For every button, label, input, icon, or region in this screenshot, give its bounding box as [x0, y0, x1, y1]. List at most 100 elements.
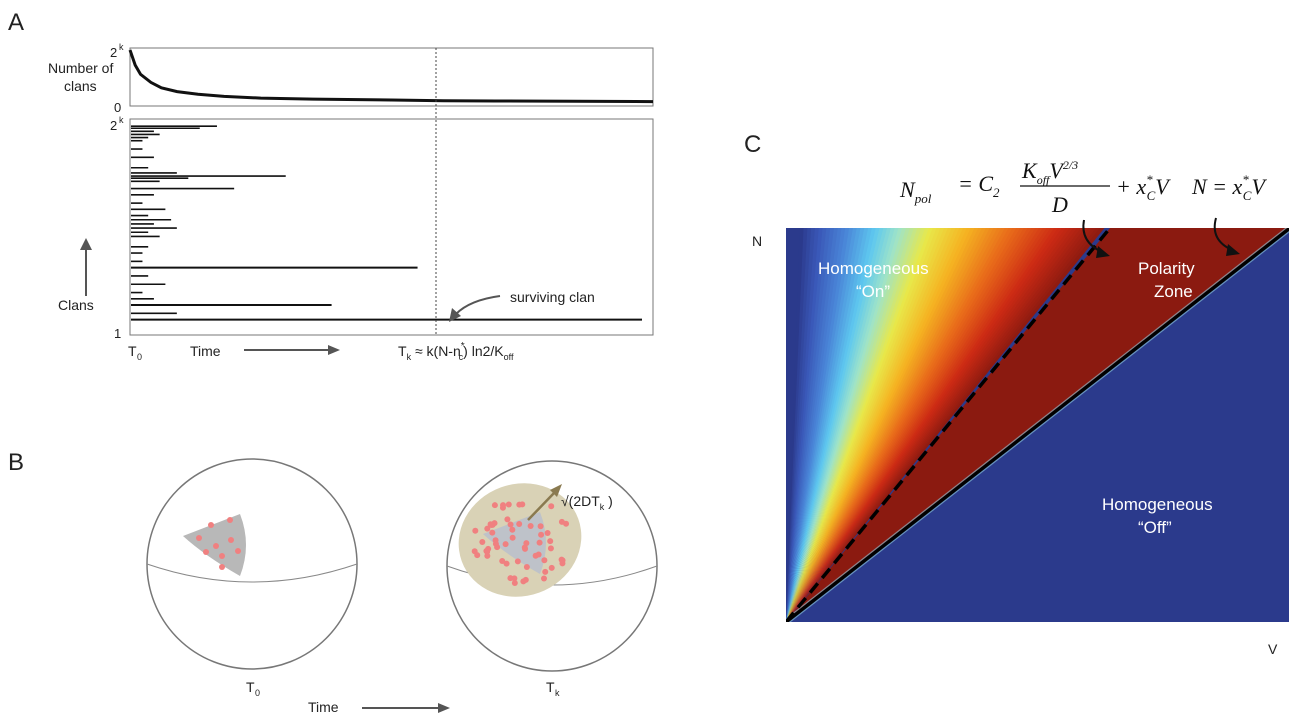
particle-dot: [548, 503, 555, 510]
particle-dot: [208, 522, 214, 528]
t0-label-b: T: [246, 679, 255, 695]
diffusion-label: √(2DTk ): [561, 493, 613, 512]
particle-dot: [523, 540, 530, 547]
particles-tk: [471, 501, 570, 586]
particle-dot: [499, 557, 506, 564]
bottom-plot-frame: [129, 118, 654, 336]
particle-dot: [235, 548, 241, 554]
bottom-ytick-top: 2: [110, 118, 117, 133]
homogeneous-on-line2: “On”: [856, 282, 890, 301]
t0-label: T: [128, 343, 137, 359]
sphere-t0-equator: [146, 563, 358, 583]
particle-dot: [559, 560, 566, 567]
particle-dot: [516, 520, 523, 527]
particle-dot: [542, 568, 549, 575]
time-label-b: Time: [308, 699, 339, 715]
clans-up-arrow-icon: [80, 238, 92, 250]
eq1-lhs: Npol: [899, 177, 932, 206]
particle-dot: [509, 526, 516, 533]
eq2: N = x* CV: [1191, 172, 1267, 203]
number-of-clans-plot: Number of clans 2 k 0: [48, 42, 654, 115]
particle-dot: [487, 521, 494, 528]
top-ytick-top-sup: k: [119, 42, 124, 52]
clan-count-curve: [128, 49, 654, 104]
particle-dot: [219, 564, 225, 570]
top-ytick-bottom: 0: [114, 100, 121, 115]
clans-lifetime-plot: 2 k 1 Clans surviving clan: [58, 115, 654, 341]
particle-dot: [547, 538, 554, 545]
surviving-arrow-icon: [449, 308, 461, 322]
eq1-tail: + x* CV: [1116, 172, 1171, 203]
diffusion-arrow-shaft: [527, 491, 556, 521]
n-axis-label: N: [752, 233, 762, 249]
sphere-tk: [446, 460, 658, 672]
particle-dot: [527, 522, 534, 529]
particle-dot: [547, 545, 554, 552]
particle-dot: [213, 543, 219, 549]
particle-dot: [540, 575, 547, 582]
particle-dot: [511, 579, 518, 586]
top-plot-frame: [129, 47, 654, 107]
eq1-arrow-icon: [1096, 246, 1110, 258]
top-ylabel-line1: Number of: [48, 60, 113, 76]
particle-dot: [503, 560, 510, 567]
particle-dot: [228, 537, 234, 543]
particle-dot: [196, 535, 202, 541]
particle-dot: [548, 564, 555, 571]
tk-sub-b: k: [555, 688, 560, 698]
eq1-denominator: D: [1051, 192, 1068, 217]
particle-dot: [492, 540, 499, 547]
particle-dot: [544, 530, 551, 537]
polarity-line1: Polarity: [1138, 259, 1195, 278]
particle-dot: [504, 516, 511, 523]
t0-sub: 0: [137, 352, 142, 362]
particle-dot: [541, 557, 548, 564]
heat-bands: [786, 228, 1105, 622]
clans-ylabel: Clans: [58, 297, 94, 313]
homogeneous-off-line1: Homogeneous: [1102, 495, 1213, 514]
time-arrow-icon-b: [438, 703, 450, 713]
eq1-numerator: KoffV2/3: [1021, 158, 1078, 187]
particle-dot: [536, 539, 543, 546]
particle-dot: [509, 534, 516, 541]
particle-dot: [472, 527, 479, 534]
eq2-arrow-icon: [1226, 244, 1240, 256]
clan-bars: [131, 125, 642, 321]
particle-dot: [537, 523, 544, 530]
particle-dot: [227, 517, 233, 523]
npol-dashed-line: [786, 228, 1112, 622]
top-ytick-top: 2: [110, 45, 117, 60]
homogeneous-on-line1: Homogeneous: [818, 259, 929, 278]
heat-band: [786, 228, 1105, 622]
particle-dot: [484, 525, 491, 532]
npol-equation: Npol = C2 KoffV2/3 D + x* CV: [899, 158, 1171, 217]
particle-dot: [471, 548, 478, 555]
time-arrow-icon-a: [328, 345, 340, 355]
npol-xcv-line: [786, 228, 1289, 622]
sphere-t0: [146, 458, 358, 670]
particle-dot: [219, 553, 225, 559]
particle-dot: [502, 541, 509, 548]
diffusion-arrow-icon: [550, 484, 562, 497]
particle-dot: [491, 502, 498, 509]
eq1-equals: = C2: [958, 171, 1000, 200]
t0-sub-b: 0: [255, 688, 260, 698]
panel-a-letter: A: [8, 9, 24, 36]
surviving-clan-label: surviving clan: [510, 289, 595, 305]
particle-dot: [514, 558, 521, 565]
particle-dot: [489, 529, 496, 536]
sphere-t0-outline: [146, 458, 358, 670]
polarity-line2: Zone: [1154, 282, 1193, 301]
v-axis-label: V: [1268, 641, 1278, 657]
particle-dot: [485, 545, 492, 552]
top-ylabel-line2: clans: [64, 78, 97, 94]
particle-dot: [511, 575, 518, 582]
particle-dot: [538, 531, 545, 538]
panel-c-letter: C: [744, 131, 761, 158]
surviving-arrow-shaft: [455, 295, 501, 315]
particle-dot: [558, 518, 565, 525]
bottom-ytick-bottom: 1: [114, 326, 121, 341]
tk-formula: Tk ≈ k(N-n* c) ln2/Koff: [398, 341, 514, 362]
particle-dot: [203, 549, 209, 555]
